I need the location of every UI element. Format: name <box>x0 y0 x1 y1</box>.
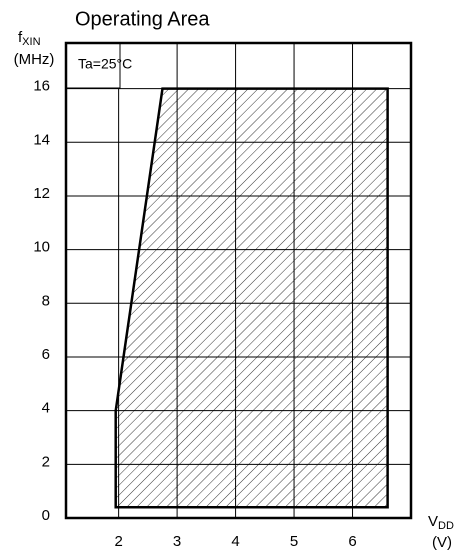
x-axis-label: VDD <box>428 513 454 532</box>
plot-frame <box>64 41 413 520</box>
y-tick-label: 8 <box>42 292 50 309</box>
chart-title: Operating Area <box>75 8 210 30</box>
y-tick-label: 6 <box>42 346 50 363</box>
y-axis-label-subscript: XIN <box>22 36 40 48</box>
annotation-box <box>65 42 121 89</box>
y-tick-label: 10 <box>33 239 50 256</box>
annotation: Ta=25°C <box>78 56 132 72</box>
y-tick-label: 16 <box>33 78 50 95</box>
x-axis-label-subscript: DD <box>438 520 454 532</box>
y-tick-label: 0 <box>42 507 50 524</box>
y-tick-label: 2 <box>42 453 50 470</box>
x-tick-label: 4 <box>231 533 239 550</box>
y-tick-label: 14 <box>33 131 50 148</box>
x-axis-label-main: V <box>428 513 438 530</box>
y-tick-label: 12 <box>33 185 50 202</box>
y-axis-unit: (MHz) <box>14 51 55 68</box>
y-axis-label-main: f <box>18 29 23 46</box>
x-tick-label: 3 <box>173 533 181 550</box>
operating-area <box>114 87 389 509</box>
y-axis-label: fXIN <box>18 29 41 48</box>
x-tick-label: 2 <box>114 533 122 550</box>
plot-area: 0 2 4 6 8 10 12 14 16 2 3 4 5 6 Ta=25°C <box>33 41 413 550</box>
x-axis-unit: (V) <box>432 534 452 551</box>
y-tick-label: 4 <box>42 400 50 417</box>
x-tick-label: 6 <box>348 533 356 550</box>
x-tick-label: 5 <box>290 533 298 550</box>
